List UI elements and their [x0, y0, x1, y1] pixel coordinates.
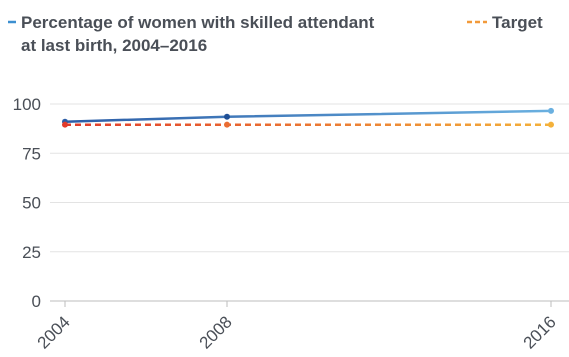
y-axis: 0 25 50 75 100 [13, 95, 41, 311]
series-line-main [63, 109, 553, 123]
data-point-target-2016 [548, 121, 554, 128]
x-axis: 2004 2008 2016 [34, 301, 560, 353]
legend-label-main-line1: Percentage of women with skilled attenda… [21, 13, 375, 32]
y-tick-label-50: 50 [22, 194, 41, 213]
data-point-target-2008 [224, 121, 230, 128]
y-tick-label-25: 25 [22, 243, 41, 262]
data-point-target-2004 [62, 121, 68, 128]
legend-label-main-line2: at last birth, 2004–2016 [21, 36, 207, 55]
y-tick-label-0: 0 [32, 292, 41, 311]
series-layer [62, 107, 554, 128]
legend: Percentage of women with skilled attenda… [8, 13, 543, 55]
gridlines [50, 103, 569, 302]
legend-label-target: Target [492, 13, 543, 32]
x-tick-label-2004: 2004 [34, 312, 74, 352]
x-tick-label-2016: 2016 [520, 312, 560, 352]
data-point-main-2008 [224, 113, 230, 120]
x-tick-label-2008: 2008 [196, 312, 236, 352]
y-tick-label-75: 75 [22, 144, 41, 163]
y-tick-label-100: 100 [13, 95, 41, 114]
data-point-main-2016 [548, 107, 554, 114]
